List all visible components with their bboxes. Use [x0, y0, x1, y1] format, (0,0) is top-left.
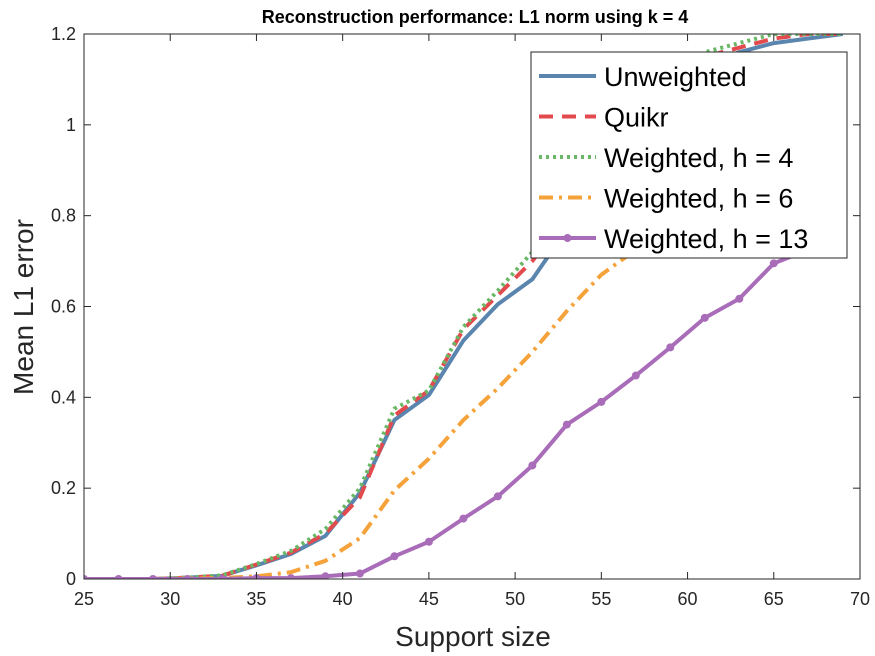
y-axis-title: Mean L1 error — [8, 219, 39, 395]
series-5-point — [735, 294, 744, 303]
x-tick-label: 25 — [74, 589, 94, 609]
legend-label-4: Weighted, h = 6 — [604, 184, 793, 214]
y-tick-label: 0.2 — [51, 478, 76, 498]
series-5-point — [355, 569, 364, 578]
x-tick-label: 45 — [419, 589, 439, 609]
y-tick-label: 0.6 — [51, 297, 76, 317]
y-tick-label: 1 — [66, 115, 76, 135]
series-5-point — [493, 492, 502, 501]
y-tick-label: 0.4 — [51, 387, 76, 407]
x-tick-label: 60 — [678, 589, 698, 609]
series-5-point — [217, 575, 226, 579]
x-axis: 25 30 35 40 45 50 55 60 65 70 — [74, 34, 870, 609]
y-tick-label: 1.2 — [51, 24, 76, 44]
series-5-point — [114, 575, 123, 579]
series-5-point — [148, 575, 157, 579]
y-tick-label: 0 — [66, 569, 76, 589]
series-5-point — [286, 574, 295, 579]
x-tick-label: 50 — [505, 589, 525, 609]
x-tick-label: 55 — [591, 589, 611, 609]
series-5-point — [769, 259, 778, 268]
legend-marker-5 — [563, 234, 572, 242]
y-tick-label: 0.8 — [51, 206, 76, 226]
series-5-point — [562, 420, 571, 429]
x-tick-label: 65 — [764, 589, 784, 609]
y-axis: 0 0.2 0.4 0.6 0.8 1 1.2 — [51, 24, 860, 589]
series-5-point — [390, 552, 399, 561]
legend-label-1: Unweighted — [604, 62, 747, 92]
series-5-point — [597, 397, 606, 406]
series-5-point — [666, 343, 675, 352]
series-5-point — [631, 371, 640, 380]
x-tick-label: 40 — [333, 589, 353, 609]
x-tick-label: 70 — [850, 589, 870, 609]
series-5-point — [459, 514, 468, 523]
series-5-point — [183, 575, 192, 579]
legend-label-5: Weighted, h = 13 — [604, 224, 808, 254]
legend-label-3: Weighted, h = 4 — [604, 143, 793, 173]
series-5-point — [700, 313, 709, 322]
series-5-point — [321, 572, 330, 579]
series-5-point — [424, 537, 433, 546]
legend-label-2: Quikr — [604, 103, 669, 133]
x-axis-title: Support size — [395, 621, 551, 652]
chart-title: Reconstruction performance: L1 norm usin… — [262, 7, 689, 27]
x-tick-label: 30 — [160, 589, 180, 609]
x-tick-label: 35 — [246, 589, 266, 609]
series-5-point — [84, 575, 88, 579]
series-5-point — [528, 461, 537, 470]
series-line-3 — [84, 34, 843, 579]
legend: Unweighted Quikr Weighted, h = 4 Weighted, … — [530, 51, 848, 259]
